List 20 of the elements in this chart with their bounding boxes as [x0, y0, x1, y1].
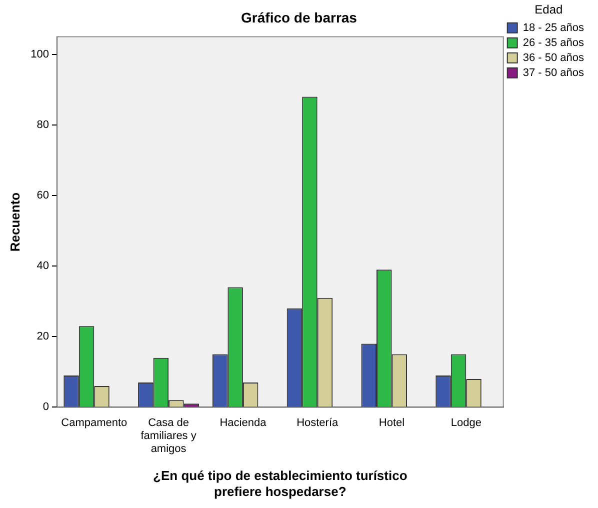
x-tick-label: Lodge	[450, 416, 482, 429]
y-tick-label: 100	[30, 48, 49, 60]
y-tick-label: 20	[36, 330, 49, 343]
chart-title: Gráfico de barras	[241, 9, 358, 26]
x-tick-label: Casa de familiares y amigos	[140, 416, 197, 456]
legend-label: 26 - 35 años	[522, 36, 584, 49]
y-tick-label: 80	[36, 119, 49, 132]
legend-label: 36 - 50 años	[522, 52, 584, 64]
x-tick-label: Hotel	[378, 416, 405, 429]
legend-label: 37 - 50 años	[522, 66, 584, 79]
legend-title: Edad	[534, 2, 563, 16]
y-tick-label: 0	[42, 401, 49, 414]
legend-label: 18 - 25 años	[522, 22, 584, 34]
x-axis-title: ¿En qué tipo de establecimiento turístico prefiere hospedarse?	[153, 468, 408, 499]
y-tick-label: 40	[36, 260, 49, 272]
x-tick-label: Hacienda	[220, 416, 268, 429]
y-axis-title: Recuento	[7, 192, 22, 252]
y-tick-label: 60	[36, 190, 49, 202]
x-tick-label: Hostería	[296, 416, 340, 429]
x-tick-label: Campamento	[61, 416, 128, 429]
